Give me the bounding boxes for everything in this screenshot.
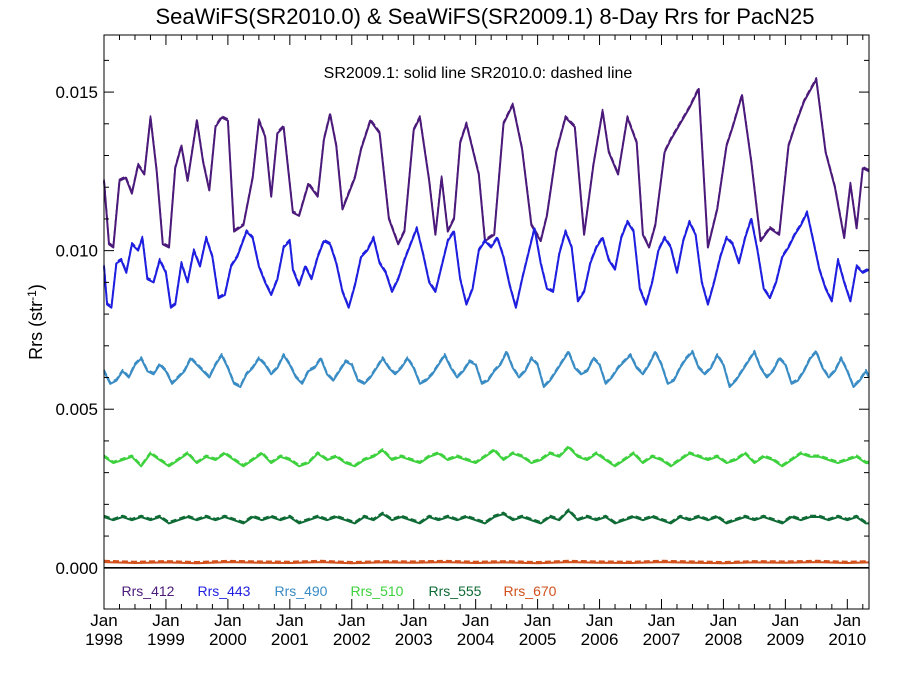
series-line-rrs-555-solid	[103, 509, 869, 525]
legend-entry-rrs-490: Rrs_490	[275, 583, 328, 599]
series-line-rrs-510-dashed	[103, 444, 869, 466]
x-tick-label-year: 2007	[643, 630, 681, 649]
legend-entry-rrs-443: Rrs_443	[198, 583, 251, 599]
x-tick-label-year: 1998	[85, 630, 123, 649]
x-tick-label-month: Jan	[338, 611, 365, 630]
series-line-rrs-555-dashed	[103, 508, 869, 523]
x-tick-label-month: Jan	[152, 611, 179, 630]
x-tick-label-month: Jan	[586, 611, 613, 630]
x-tick-label-year: 1999	[147, 630, 185, 649]
x-tick-label-month: Jan	[214, 611, 241, 630]
legend-entry-rrs-510: Rrs_510	[351, 583, 404, 599]
x-tick-label-month: Jan	[648, 611, 675, 630]
axes-layer: 0.0000.0050.0100.015Jan1998Jan1999Jan200…	[55, 34, 870, 649]
y-axis-label-end: )	[26, 284, 46, 290]
x-tick-label-year: 2008	[705, 630, 743, 649]
x-tick-label-year: 2006	[581, 630, 619, 649]
x-tick-label-month: Jan	[524, 611, 551, 630]
x-tick-label-year: 2004	[457, 630, 495, 649]
chart-subtitle: SR2009.1: solid line SR2010.0: dashed li…	[324, 65, 633, 82]
legend-entry-rrs-670: Rrs_670	[504, 583, 557, 599]
legend-entry-rrs-555: Rrs_555	[429, 583, 482, 599]
x-tick-label-year: 2000	[209, 630, 247, 649]
series-line-rrs-490-dashed	[103, 349, 870, 387]
x-tick-label-year: 2010	[828, 630, 866, 649]
series-layer	[103, 77, 870, 569]
y-tick-label: 0.015	[55, 83, 98, 102]
x-tick-label-year: 2009	[766, 630, 804, 649]
x-tick-label-month: Jan	[462, 611, 489, 630]
y-tick-label: 0.010	[55, 242, 98, 261]
y-axis-label: Rrs (str-1)	[25, 284, 46, 360]
y-tick-label: 0.000	[55, 559, 98, 578]
y-axis-label-superscript: -1	[25, 290, 39, 301]
x-tick-label-year: 2003	[395, 630, 433, 649]
series-line-rrs-510-solid	[103, 446, 869, 468]
legend: Rrs_412 Rrs_443 Rrs_490 Rrs_510 Rrs_555 Rrs_6…	[122, 583, 557, 599]
chart-title: SeaWiFS(SR2010.0) & SeaWiFS(SR2009.1) 8-…	[155, 4, 814, 29]
series-line-rrs-412-dashed	[103, 77, 870, 247]
x-tick-label-month: Jan	[90, 611, 117, 630]
x-tick-label-month: Jan	[400, 611, 427, 630]
series-line-rrs-443-dashed	[103, 210, 870, 308]
x-tick-label-year: 2002	[333, 630, 371, 649]
y-axis-label-main: Rrs (str	[26, 301, 46, 360]
plot-frame	[103, 34, 870, 610]
series-line-rrs-412-solid	[103, 78, 870, 249]
y-tick-label: 0.005	[55, 400, 98, 419]
series-line-rrs-670-solid	[103, 561, 870, 565]
x-tick-label-month: Jan	[834, 611, 861, 630]
series-line-rrs-443-solid	[103, 211, 870, 309]
x-tick-label-year: 2005	[519, 630, 557, 649]
x-tick-label-year: 2001	[271, 630, 309, 649]
x-tick-label-month: Jan	[710, 611, 737, 630]
series-line-rrs-670-dashed	[103, 559, 870, 563]
legend-entry-rrs-412: Rrs_412	[122, 583, 175, 599]
x-tick-label-month: Jan	[276, 611, 303, 630]
x-tick-label-month: Jan	[772, 611, 799, 630]
